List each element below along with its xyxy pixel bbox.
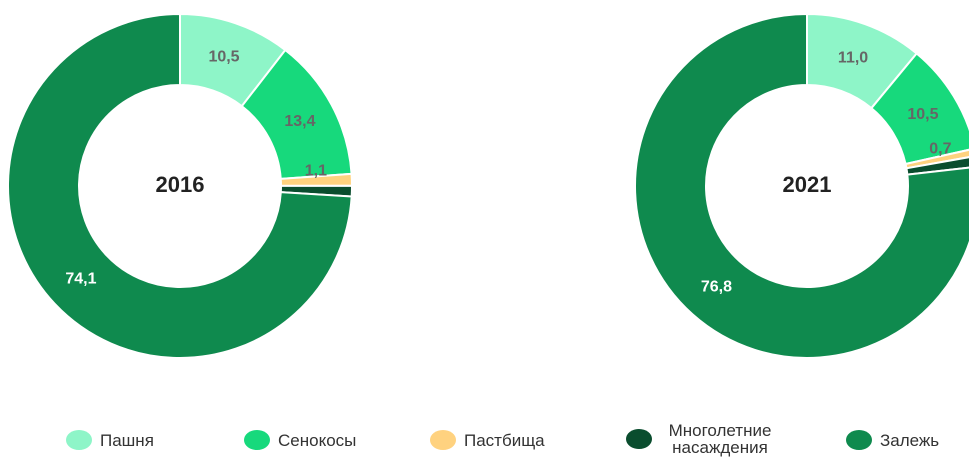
legend: Пашня Сенокосы Пастбища Многолетние насажде…: [0, 422, 969, 468]
legend-label: Пастбища: [464, 430, 545, 450]
value-label: 1,1: [305, 162, 327, 179]
legend-swatch: [244, 430, 270, 450]
legend-item: Залежь: [846, 430, 939, 450]
chart-title: 2021: [783, 172, 832, 197]
slice: [7, 12, 353, 359]
legend-item: Многолетние насаждения: [626, 422, 780, 456]
value-label: 74,1: [65, 270, 96, 287]
legend-item: Пашня: [66, 430, 154, 450]
slice: [869, 52, 969, 166]
legend-swatch: [66, 430, 92, 450]
charts: 10,513,41,11,074,1201611,010,50,71,076,8…: [7, 12, 969, 359]
legend-item: Пастбища: [430, 430, 545, 450]
legend-swatch: [430, 430, 456, 450]
legend-label: Залежь: [880, 430, 940, 450]
legend-label: Пашня: [100, 430, 154, 450]
legend-label: Сенокосы: [278, 430, 357, 450]
legend-swatch: [846, 430, 872, 450]
legend-swatch: [626, 429, 652, 449]
value-label: 76,8: [701, 279, 732, 296]
value-label: 11,0: [838, 49, 868, 66]
value-label: 10,5: [208, 49, 239, 66]
chart-title: 2016: [156, 172, 205, 197]
legend-label: Многолетние насаждения: [668, 421, 772, 457]
value-label: 13,4: [284, 113, 315, 130]
value-label: 10,5: [907, 106, 938, 123]
slice: [634, 12, 969, 359]
value-label: 0,7: [929, 140, 951, 157]
legend-item: Сенокосы: [244, 430, 356, 450]
